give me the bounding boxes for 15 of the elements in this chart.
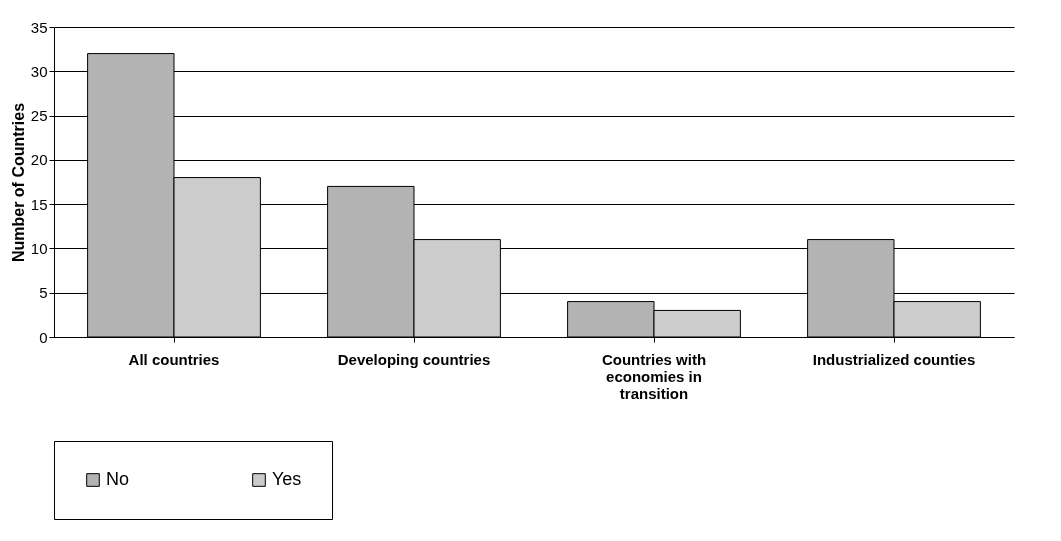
y-axis-title: Number of Countries	[9, 102, 27, 263]
x-tick-label: All countries	[128, 350, 220, 368]
legend-label: No	[106, 469, 130, 489]
y-tick-label: 10	[30, 239, 48, 257]
x-tick-label: Industrialized counties	[812, 350, 976, 368]
y-tick-label: 0	[39, 328, 48, 346]
y-tick-label: 25	[30, 107, 48, 125]
x-tick-label: Countries with economies in transition	[601, 350, 707, 402]
x-tick-label: Developing countries	[337, 350, 491, 368]
legend-label: Yes	[272, 469, 302, 489]
y-tick-label: 20	[30, 151, 48, 169]
y-tick-label: 15	[30, 195, 48, 213]
y-tick-label: 5	[39, 284, 48, 302]
y-tick-label: 35	[30, 18, 48, 36]
y-tick-label: 30	[30, 62, 48, 80]
